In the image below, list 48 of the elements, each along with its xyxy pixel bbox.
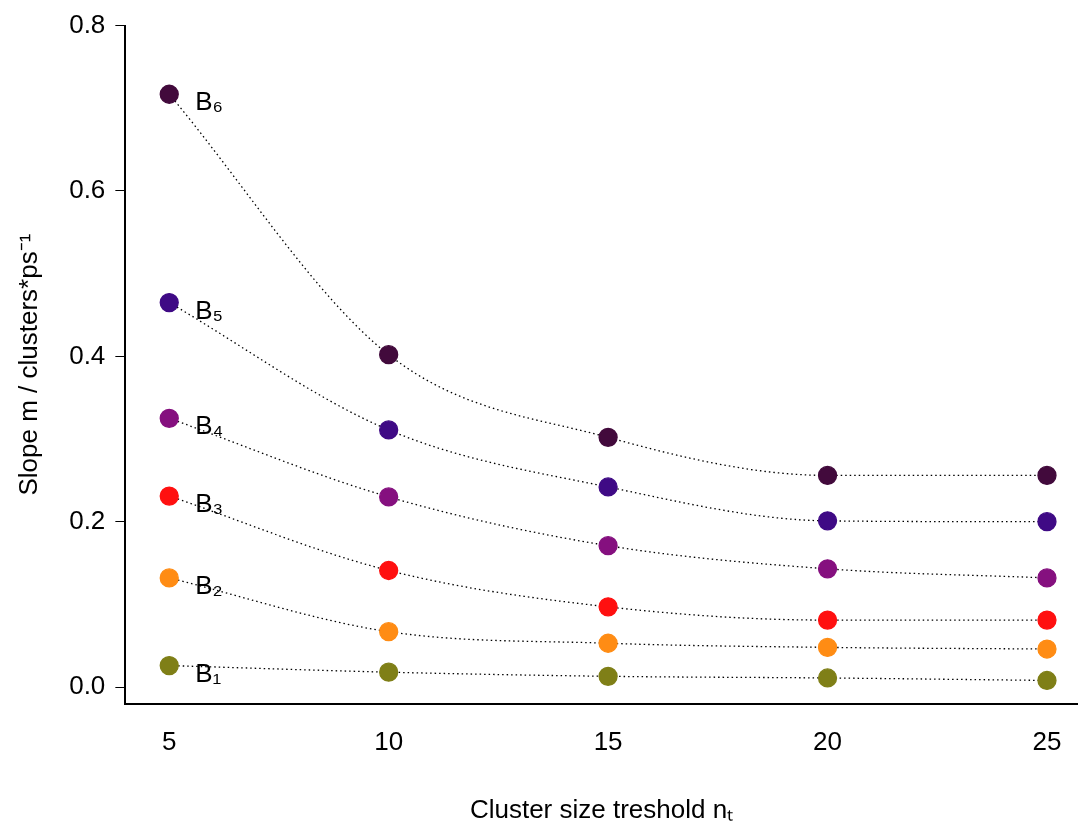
point bbox=[1037, 610, 1057, 630]
series-label: B₁ bbox=[195, 657, 222, 688]
point bbox=[159, 408, 179, 428]
y-tick-label: 0.4 bbox=[69, 339, 106, 370]
x-tick-label: 10 bbox=[374, 726, 404, 757]
point bbox=[379, 420, 399, 440]
point bbox=[817, 610, 838, 630]
point bbox=[598, 536, 618, 556]
point bbox=[817, 637, 838, 658]
point bbox=[379, 487, 399, 507]
point bbox=[379, 662, 399, 682]
series-label: B₃ bbox=[195, 488, 224, 519]
point bbox=[159, 655, 179, 676]
y-tick-label: 0.2 bbox=[69, 504, 106, 535]
point bbox=[598, 427, 618, 448]
point bbox=[1037, 568, 1057, 588]
point bbox=[1037, 465, 1057, 486]
point bbox=[379, 345, 399, 365]
point bbox=[817, 465, 838, 486]
point bbox=[817, 668, 838, 688]
point bbox=[598, 477, 618, 497]
point bbox=[1037, 670, 1057, 691]
point bbox=[379, 560, 399, 581]
point bbox=[159, 292, 179, 313]
x-tick-label: 20 bbox=[813, 726, 842, 757]
point bbox=[379, 622, 399, 642]
series-label: B₅ bbox=[195, 294, 224, 325]
point bbox=[1037, 512, 1057, 532]
x-tick-label: 5 bbox=[162, 726, 177, 757]
x-axis-title: Cluster size treshold nₜ bbox=[469, 793, 734, 824]
series-label: B₄ bbox=[195, 410, 224, 441]
y-tick-label: 0.0 bbox=[69, 670, 106, 701]
y-tick-label: 0.8 bbox=[69, 8, 106, 39]
x-tick-label: 15 bbox=[593, 726, 623, 757]
y-axis-title: Slope m / clusters*ps⁻¹ bbox=[12, 233, 43, 496]
series-label: B₂ bbox=[195, 569, 223, 600]
point bbox=[159, 84, 179, 104]
x-tick-label: 25 bbox=[1032, 726, 1062, 757]
point bbox=[817, 511, 838, 531]
point bbox=[598, 666, 618, 686]
point bbox=[159, 568, 179, 588]
point bbox=[817, 559, 838, 579]
point bbox=[598, 633, 618, 653]
point bbox=[1037, 639, 1057, 659]
series-label: B₆ bbox=[195, 86, 224, 117]
y-tick-label: 0.6 bbox=[69, 174, 106, 205]
point bbox=[159, 486, 179, 506]
point bbox=[598, 597, 618, 617]
